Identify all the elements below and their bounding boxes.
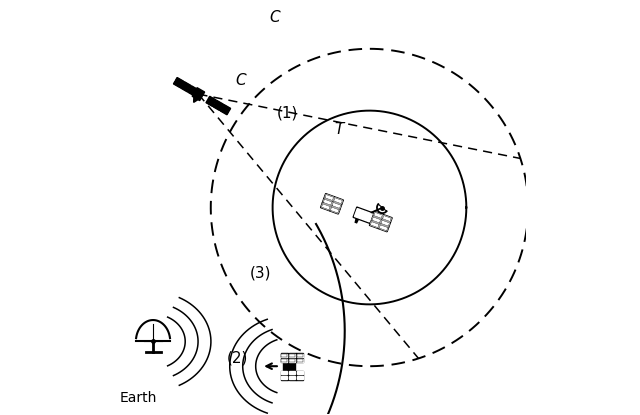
Polygon shape: [374, 212, 382, 218]
Polygon shape: [355, 218, 358, 223]
Polygon shape: [333, 197, 343, 205]
Polygon shape: [353, 207, 374, 223]
Polygon shape: [213, 104, 221, 110]
Polygon shape: [192, 88, 205, 100]
Polygon shape: [194, 97, 198, 103]
Text: (1): (1): [276, 105, 298, 120]
Text: (3): (3): [250, 266, 271, 281]
Polygon shape: [332, 203, 340, 208]
Text: C: C: [236, 73, 246, 88]
Polygon shape: [323, 198, 333, 206]
Polygon shape: [355, 209, 372, 222]
Polygon shape: [378, 224, 388, 232]
Polygon shape: [297, 359, 303, 361]
Polygon shape: [175, 78, 184, 84]
Polygon shape: [334, 198, 342, 204]
Polygon shape: [371, 222, 379, 227]
Polygon shape: [215, 100, 223, 107]
Polygon shape: [282, 371, 287, 374]
Polygon shape: [289, 371, 296, 375]
Polygon shape: [281, 354, 288, 357]
Polygon shape: [282, 354, 287, 357]
Polygon shape: [369, 221, 380, 229]
Polygon shape: [383, 215, 391, 222]
Polygon shape: [173, 81, 182, 88]
Polygon shape: [297, 354, 303, 357]
Text: (2): (2): [227, 350, 248, 366]
Polygon shape: [281, 371, 288, 375]
Polygon shape: [372, 211, 383, 219]
Polygon shape: [371, 216, 381, 224]
Polygon shape: [289, 376, 296, 380]
Polygon shape: [289, 354, 296, 357]
Polygon shape: [372, 217, 381, 223]
Polygon shape: [297, 376, 303, 379]
Polygon shape: [282, 359, 287, 361]
Polygon shape: [289, 359, 295, 361]
Polygon shape: [321, 203, 331, 211]
Polygon shape: [182, 82, 191, 88]
Polygon shape: [380, 219, 390, 227]
Polygon shape: [325, 195, 333, 200]
Polygon shape: [297, 371, 303, 374]
Polygon shape: [208, 96, 216, 103]
Polygon shape: [381, 215, 392, 222]
Polygon shape: [289, 376, 295, 379]
Text: C: C: [269, 10, 280, 24]
Polygon shape: [330, 206, 340, 214]
Polygon shape: [296, 358, 303, 362]
Polygon shape: [323, 199, 332, 205]
Polygon shape: [282, 376, 287, 379]
Polygon shape: [281, 358, 288, 362]
Polygon shape: [190, 86, 198, 93]
Polygon shape: [381, 220, 390, 226]
Text: T: T: [335, 122, 344, 137]
Polygon shape: [289, 371, 295, 374]
Polygon shape: [289, 354, 295, 357]
Polygon shape: [321, 204, 330, 210]
Polygon shape: [223, 105, 230, 111]
Text: Earth: Earth: [120, 391, 157, 405]
Polygon shape: [296, 354, 303, 357]
Polygon shape: [331, 201, 342, 209]
Polygon shape: [324, 194, 335, 201]
Polygon shape: [289, 358, 296, 362]
Polygon shape: [296, 376, 303, 380]
Polygon shape: [206, 100, 214, 106]
Polygon shape: [220, 108, 228, 115]
Polygon shape: [281, 376, 288, 380]
Polygon shape: [330, 207, 339, 213]
Polygon shape: [283, 362, 295, 370]
Polygon shape: [379, 225, 388, 231]
Polygon shape: [188, 89, 196, 96]
Polygon shape: [296, 371, 303, 375]
Polygon shape: [180, 85, 189, 92]
